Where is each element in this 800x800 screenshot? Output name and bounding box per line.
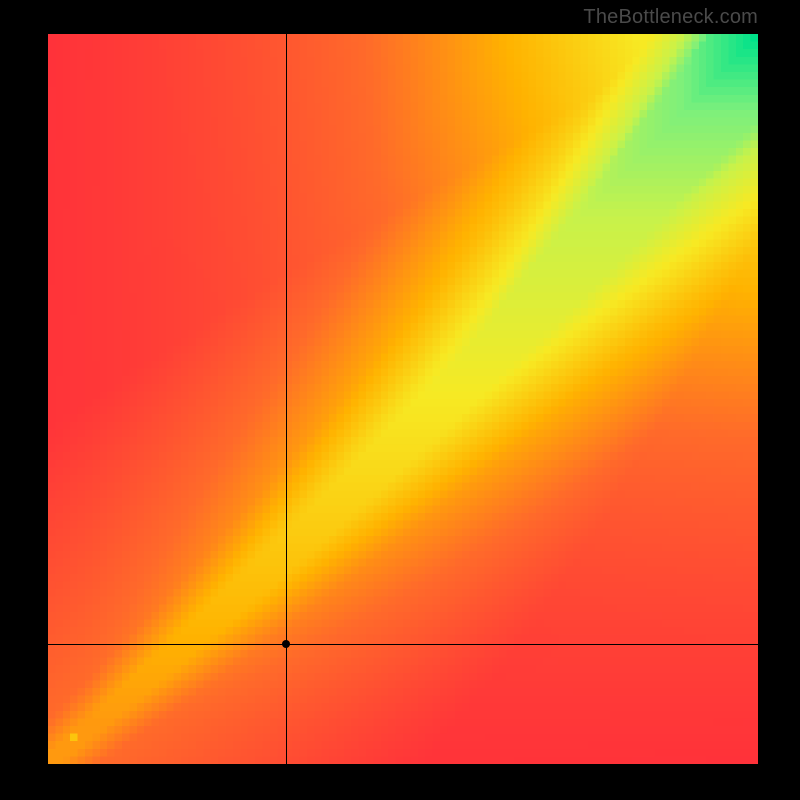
watermark-text: TheBottleneck.com bbox=[583, 6, 758, 29]
heatmap-canvas bbox=[48, 34, 758, 764]
bottleneck-heatmap bbox=[48, 34, 758, 764]
